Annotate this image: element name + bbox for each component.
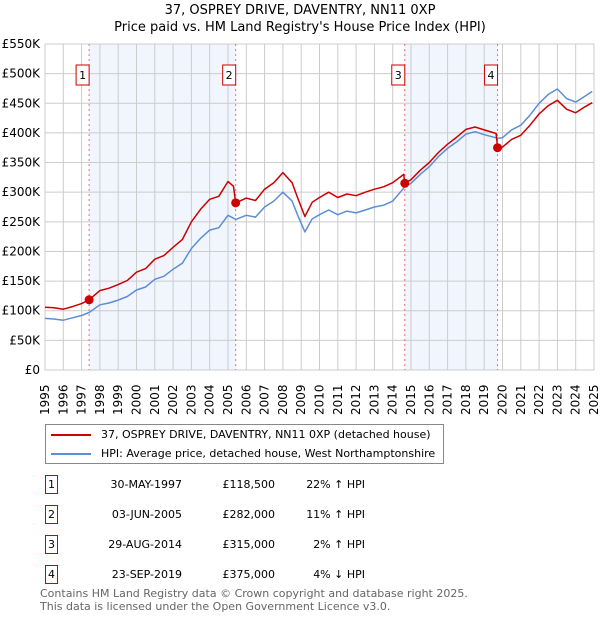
x-tick-label: 2020 [496,384,510,415]
sale-label-box [75,64,90,86]
footer-line: This data is licensed under the Open Gov… [40,600,391,613]
sale-point [84,295,94,305]
x-tick-label: 2002 [166,384,180,415]
x-tick-label: 2011 [331,384,345,415]
y-tick-label: £200K [2,244,42,258]
sale-label-box [391,64,406,86]
sale-label: 2 [226,69,233,82]
x-tick-label: 2007 [258,384,272,415]
sale-number-badge: 4 [45,565,58,584]
legend-swatch [51,452,91,455]
y-tick-label: £50K [9,333,41,347]
table-row: 1 30-MAY-1997 £118,500 22% ↑ HPI [45,475,445,495]
y-tick-label: £100K [2,304,42,318]
x-tick-label: 1995 [38,384,52,415]
sale-date: 23-SEP-2019 [111,568,182,581]
y-tick-label: £500K [2,67,42,81]
x-tick-label: 2006 [239,384,253,415]
x-tick-label: 2019 [477,384,491,415]
x-tick-label: 1998 [93,384,107,415]
sale-label: 3 [395,69,402,82]
table-row: 3 29-AUG-2014 £315,000 2% ↑ HPI [45,535,445,555]
x-tick-label: 2025 [587,384,600,415]
x-tick-label: 2015 [404,384,418,415]
x-tick-label: 2004 [203,384,217,415]
x-tick-label: 2013 [367,384,381,415]
footer-line: Contains HM Land Registry data © Crown c… [40,587,468,600]
sale-label-box [222,64,237,86]
sale-price: £375,000 [222,568,276,581]
y-tick-label: £450K [2,96,42,110]
y-tick-label: £400K [2,126,42,140]
legend-item-property: 37, OSPREY DRIVE, DAVENTRY, NN11 0XP (de… [46,425,435,444]
sale-number-badge: 2 [45,505,58,524]
sale-date: 29-AUG-2014 [108,538,182,551]
x-tick-label: 1997 [75,384,89,415]
legend-label: 37, OSPREY DRIVE, DAVENTRY, NN11 0XP (de… [101,428,431,441]
x-tick-label: 2010 [313,384,327,415]
x-tick-label: 2009 [294,384,308,415]
sale-label-box [484,64,499,86]
legend-label: HPI: Average price, detached house, West… [101,447,436,460]
x-tick-label: 2003 [184,384,198,415]
sale-price: £315,000 [222,538,276,551]
sale-hpi-diff: 11% ↑ HPI [306,508,365,521]
plot-border [44,43,595,371]
sale-point [493,143,503,153]
chart-title: 37, OSPREY DRIVE, DAVENTRY, NN11 0XP [165,3,436,18]
price-chart: 37, OSPREY DRIVE, DAVENTRY, NN11 0XP Pri… [2,3,600,415]
x-tick-label: 2012 [349,384,363,415]
x-tick-label: 1999 [111,384,125,415]
y-tick-label: £350K [2,156,42,170]
y-tick-label: £250K [2,215,42,229]
legend-item-hpi: HPI: Average price, detached house, West… [46,444,435,463]
y-tick-label: £0 [25,363,40,377]
x-tick-label: 2016 [422,384,436,415]
sale-point [231,198,241,208]
shaded-period [89,44,236,370]
sale-label: 4 [488,69,495,82]
chart-subtitle: Price paid vs. HM Land Registry's House … [114,20,486,35]
legend: 37, OSPREY DRIVE, DAVENTRY, NN11 0XP (de… [45,424,445,464]
x-tick-label: 2008 [276,384,290,415]
x-tick-label: 2001 [148,384,162,415]
sale-hpi-diff: 22% ↑ HPI [306,478,365,491]
y-tick-label: £550K [2,37,42,51]
sale-price: £282,000 [222,508,276,521]
sale-point [400,178,410,188]
y-tick-label: £150K [2,274,42,288]
x-tick-label: 2000 [130,384,144,415]
x-tick-label: 1996 [56,384,70,415]
x-tick-label: 2005 [221,384,235,415]
series-line [44,88,593,321]
sale-number-badge: 3 [45,535,58,554]
x-tick-label: 2017 [441,384,455,415]
shaded-period [404,44,498,370]
x-tick-label: 2014 [386,384,400,415]
sale-date: 30-MAY-1997 [110,478,182,491]
table-row: 2 03-JUN-2005 £282,000 11% ↑ HPI [45,505,445,525]
x-tick-label: 2022 [532,384,546,415]
legend-swatch [51,433,91,436]
sale-hpi-diff: 2% ↑ HPI [313,538,365,551]
x-tick-label: 2023 [550,384,564,415]
sale-price: £118,500 [222,478,276,491]
x-tick-label: 2024 [569,384,583,415]
table-row: 4 23-SEP-2019 £375,000 4% ↓ HPI [45,565,445,585]
footer-attribution: Contains HM Land Registry data © Crown c… [40,587,468,613]
sale-number-badge: 1 [45,475,58,494]
y-tick-label: £300K [2,185,42,199]
x-tick-label: 2018 [459,384,473,415]
x-tick-label: 2021 [514,384,528,415]
sale-date: 03-JUN-2005 [111,508,182,521]
sale-label: 1 [79,69,86,82]
sale-hpi-diff: 4% ↓ HPI [313,568,365,581]
